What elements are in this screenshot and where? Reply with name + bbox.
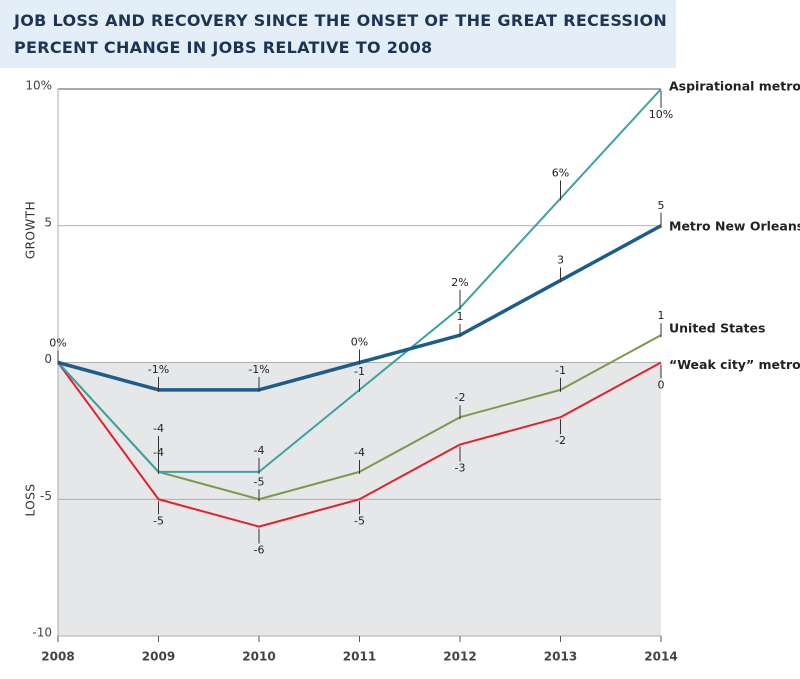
- series-line: [57, 361, 662, 528]
- value-label: -5: [354, 514, 365, 527]
- y-tick-label: -5: [40, 489, 52, 503]
- value-label: -4: [354, 446, 365, 459]
- series-name: United States: [669, 321, 765, 336]
- value-label: 2%: [451, 276, 468, 289]
- value-label: -5: [254, 475, 265, 488]
- value-label: -2: [555, 434, 566, 447]
- series-name: Metro New Orleans: [669, 218, 800, 233]
- value-label: -4: [153, 422, 164, 435]
- x-tick-label: 2009: [142, 650, 175, 664]
- x-tick-label: 2010: [242, 650, 275, 664]
- value-label: 0%: [49, 337, 66, 350]
- x-tick-label: 2013: [544, 650, 577, 664]
- title-box: [0, 0, 676, 68]
- value-label: 1: [457, 310, 464, 323]
- chart-subtitle: PERCENT CHANGE IN JOBS RELATIVE TO 2008: [14, 38, 432, 57]
- value-label: -2: [455, 391, 466, 404]
- value-label: 0: [658, 379, 665, 392]
- value-label: 10%: [649, 108, 673, 121]
- value-label: 3: [557, 253, 564, 266]
- value-label: 6%: [552, 166, 569, 179]
- value-label: -3: [455, 462, 466, 475]
- y-tick-label: 10%: [25, 79, 52, 93]
- x-tick-label: 2011: [343, 650, 376, 664]
- value-label: -1%: [248, 363, 269, 376]
- value-label: 1: [658, 309, 665, 322]
- series-name: Aspirational metros: [669, 79, 800, 94]
- value-label: -1: [555, 364, 566, 377]
- value-label: -1: [354, 365, 365, 378]
- value-label: -1%: [148, 363, 169, 376]
- value-label: 5: [658, 199, 665, 212]
- y-tick-label: 0: [44, 352, 52, 366]
- x-tick-label: 2008: [41, 650, 74, 664]
- value-label: -5: [153, 514, 164, 527]
- value-label: 0%: [351, 336, 368, 349]
- x-tick-label: 2014: [644, 650, 677, 664]
- value-label: -6: [254, 544, 265, 557]
- y-axis-label: GROWTH: [24, 201, 38, 259]
- series-name: “Weak city” metros: [669, 357, 800, 372]
- y-tick-label: 5: [44, 215, 52, 229]
- y-tick-label: -10: [32, 626, 52, 640]
- value-label: -4: [254, 444, 265, 457]
- chart-title: JOB LOSS AND RECOVERY SINCE THE ONSET OF…: [13, 11, 667, 30]
- x-tick-label: 2012: [443, 650, 476, 664]
- y-axis-label: LOSS: [24, 484, 38, 517]
